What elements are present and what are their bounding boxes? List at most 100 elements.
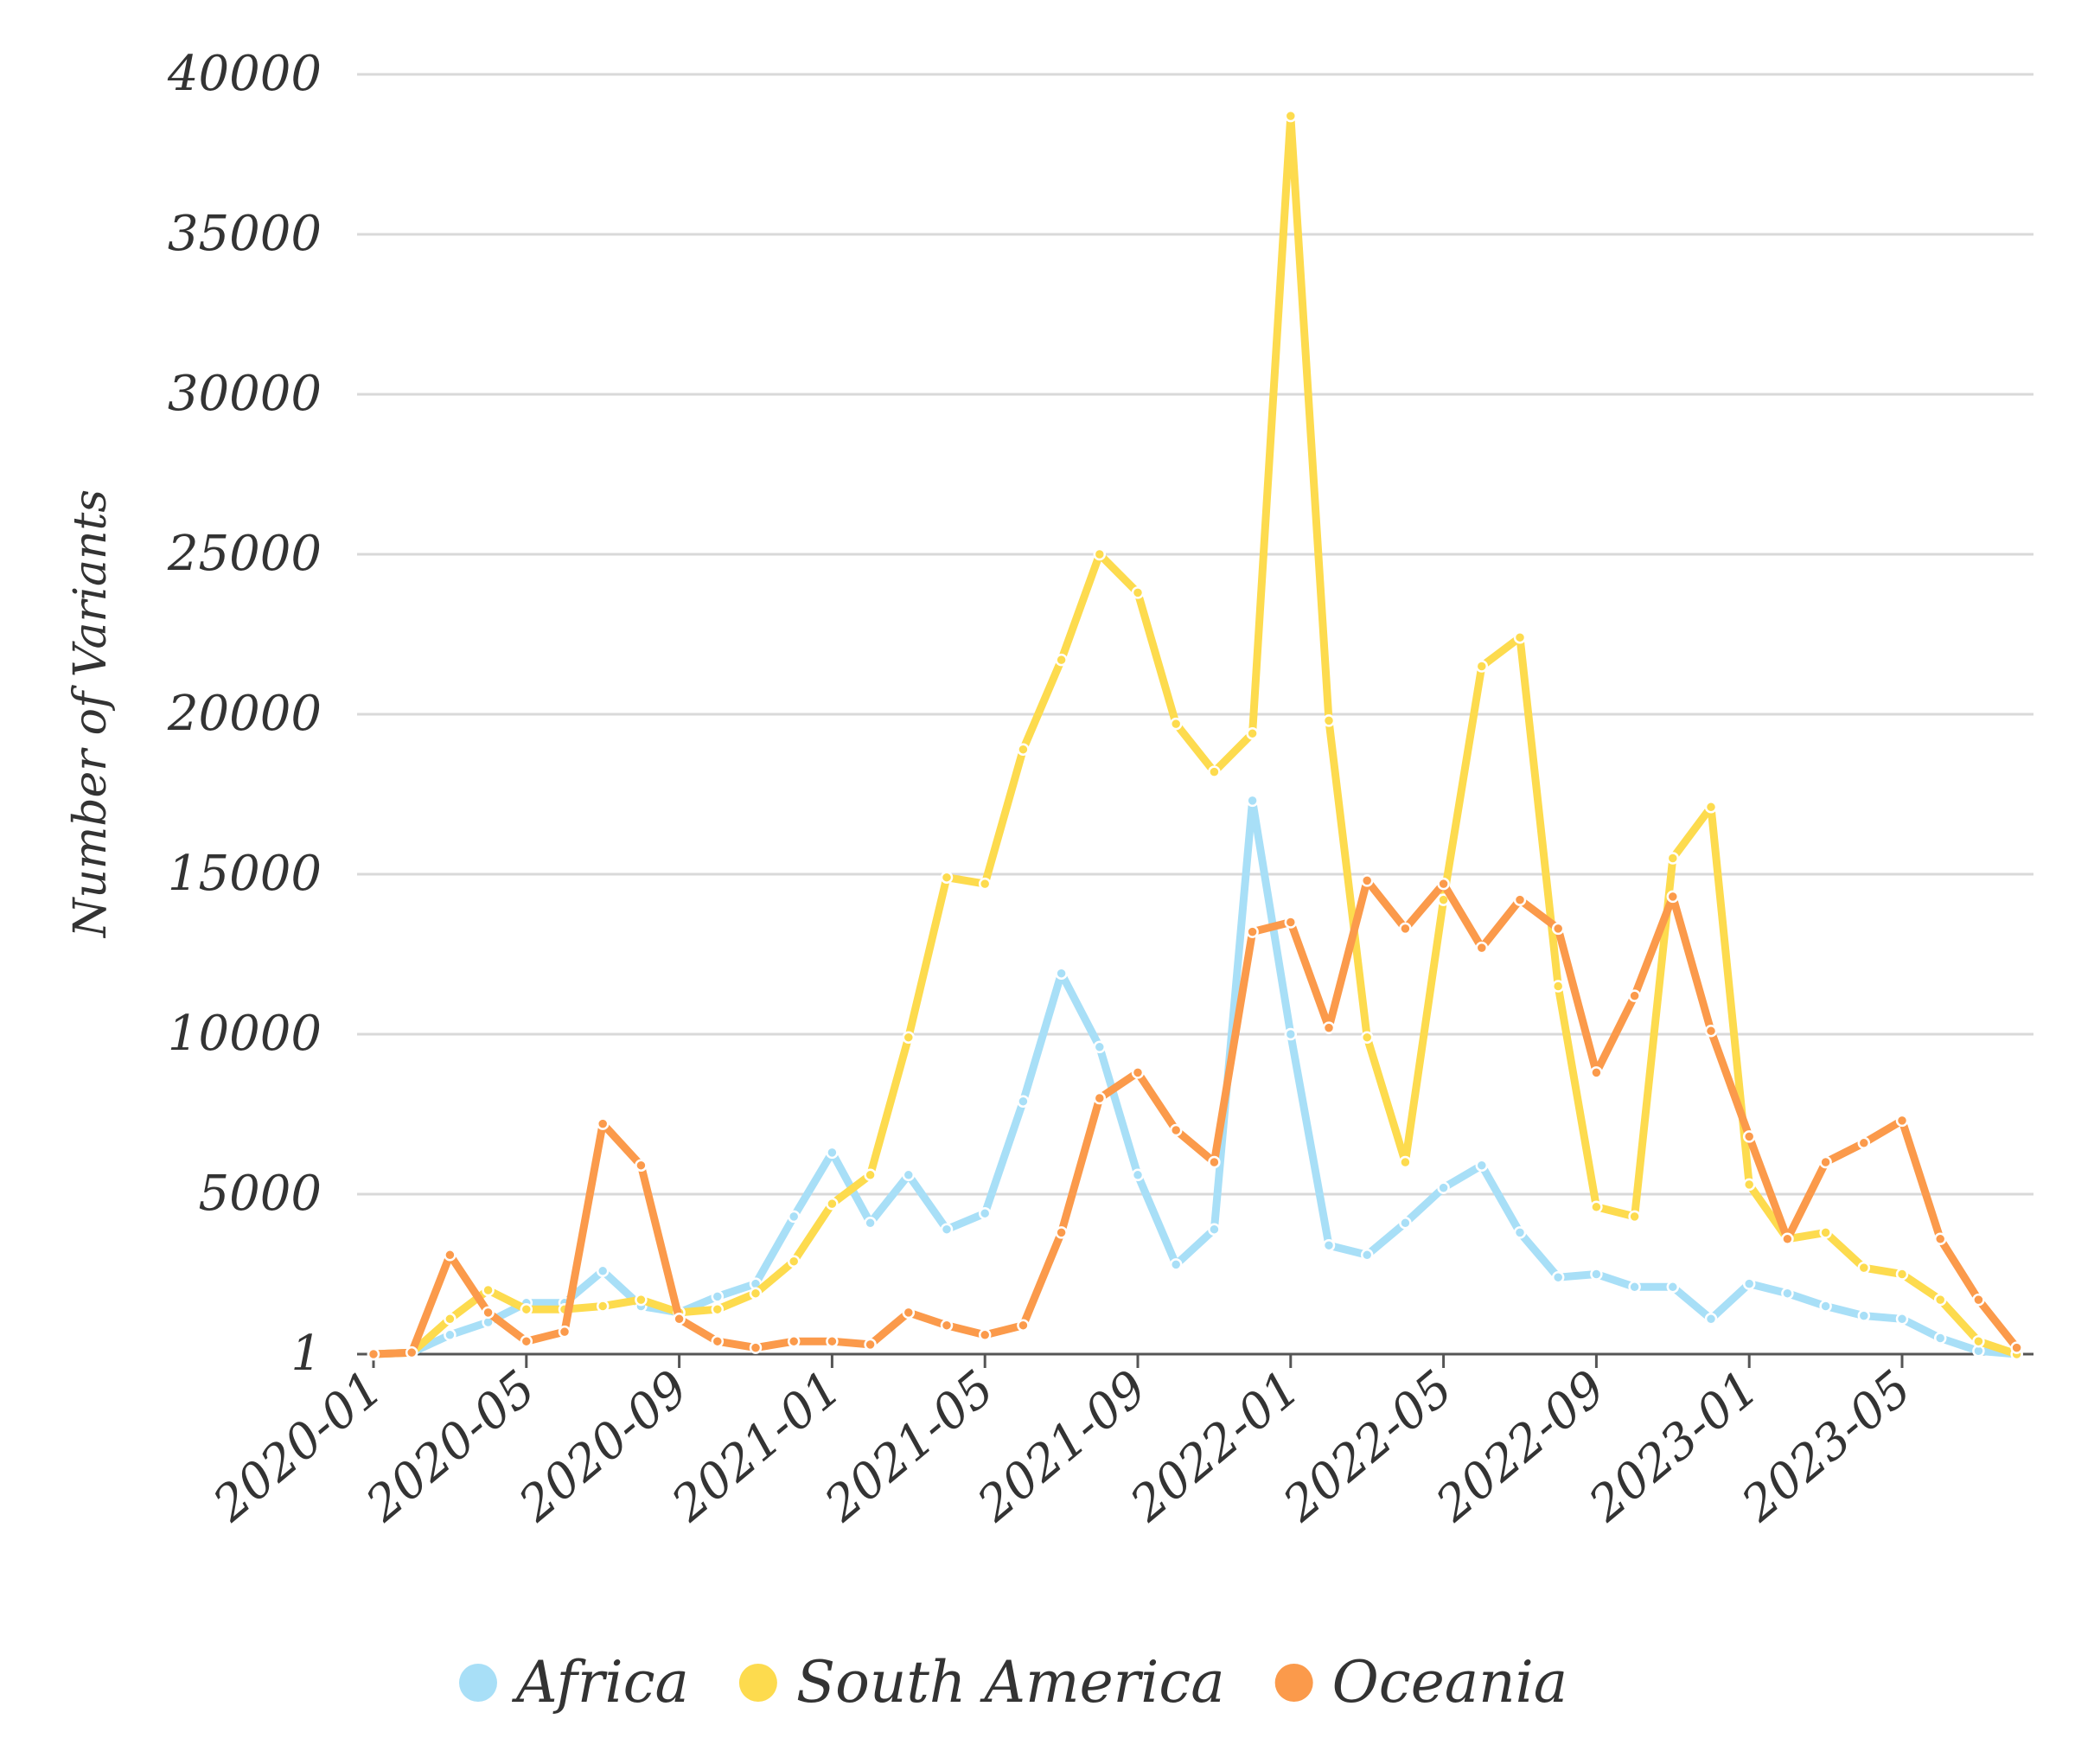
data-point [1704, 801, 1718, 814]
data-point [1131, 1168, 1145, 1182]
data-point [1628, 1210, 1641, 1224]
data-point [1169, 1258, 1183, 1271]
data-point [1360, 1249, 1374, 1262]
series-south-america [367, 109, 2023, 1361]
data-point [520, 1302, 533, 1316]
data-point [940, 1319, 954, 1332]
data-point [1055, 967, 1068, 980]
legend: Africa South America Oceania [459, 1649, 1567, 1716]
data-point [1131, 586, 1145, 599]
y-tick-label: 20000 [167, 686, 322, 742]
legend-marker [1274, 1664, 1313, 1702]
data-point [1360, 874, 1374, 887]
data-point [749, 1287, 763, 1300]
data-point [1017, 1095, 1030, 1108]
data-point [1972, 1293, 1985, 1307]
x-tick-label: 2020-05 [355, 1360, 546, 1533]
data-point [1781, 1232, 1794, 1246]
data-point [1399, 1155, 1412, 1169]
data-point [826, 1197, 839, 1211]
data-point [902, 1168, 916, 1182]
data-point [1399, 1217, 1412, 1230]
data-point [978, 1328, 992, 1342]
data-point [1169, 717, 1183, 731]
data-point [1017, 743, 1030, 756]
x-tick-label: 2020-01 [202, 1360, 393, 1533]
data-point [635, 1159, 648, 1172]
data-point [596, 1117, 610, 1130]
x-tick-label: 2022-01 [1120, 1360, 1311, 1533]
data-point [1742, 1277, 1756, 1290]
data-point [1169, 1123, 1183, 1137]
data-point [1551, 922, 1565, 936]
data-point [1055, 1226, 1068, 1239]
data-point [711, 1302, 725, 1316]
data-point [1895, 1114, 1909, 1128]
data-point [367, 1347, 380, 1361]
data-point [1819, 1226, 1832, 1239]
data-point [787, 1255, 801, 1268]
data-point [482, 1306, 495, 1320]
data-point [1933, 1332, 1947, 1345]
data-point [1284, 1027, 1298, 1041]
data-point [787, 1210, 801, 1224]
series-line [369, 876, 2021, 1358]
series-lines [367, 109, 2023, 1361]
data-point [864, 1338, 877, 1352]
data-point [444, 1328, 456, 1342]
data-point [1475, 1159, 1489, 1172]
data-point [1093, 547, 1107, 561]
y-tick-label: 10000 [168, 1006, 322, 1062]
data-point [1131, 1066, 1145, 1079]
legend-marker [738, 1664, 777, 1702]
data-point [1590, 1066, 1603, 1079]
data-point [826, 1334, 839, 1348]
data-point [1475, 660, 1489, 673]
data-point [1742, 1130, 1756, 1143]
legend-label: Oceania [1332, 1649, 1567, 1716]
x-tick-label: 2021-05 [814, 1360, 1005, 1533]
data-point [1017, 1319, 1030, 1332]
data-point [1704, 1313, 1718, 1326]
data-point [1551, 980, 1565, 993]
data-point [1590, 1200, 1603, 1214]
data-point [787, 1334, 801, 1348]
x-tick-label: 2021-09 [967, 1360, 1158, 1533]
data-point [1513, 630, 1527, 644]
data-point [826, 1146, 839, 1160]
y-tick-label: 25000 [167, 526, 322, 582]
data-point [558, 1325, 571, 1339]
axes [357, 1352, 2034, 1368]
data-point [711, 1334, 725, 1348]
y-tick-label: 15000 [168, 846, 322, 902]
x-tick-labels: 2020-012020-052020-092021-012021-052021-… [202, 1360, 1922, 1533]
data-point [1933, 1232, 1947, 1246]
legend-item: Oceania [1274, 1649, 1567, 1716]
data-point [864, 1168, 877, 1182]
y-tick-label: 40000 [167, 46, 322, 102]
data-point [1093, 1091, 1107, 1105]
data-point [1246, 726, 1259, 740]
data-point [1475, 941, 1489, 955]
data-point [1933, 1293, 1947, 1307]
data-point [1666, 890, 1680, 904]
legend-item: South America [738, 1649, 1225, 1716]
data-point [1437, 1181, 1450, 1194]
data-point [482, 1283, 495, 1297]
x-tick-label: 2023-05 [1731, 1360, 1922, 1533]
data-point [520, 1334, 533, 1348]
data-point [1399, 922, 1412, 936]
data-point [1781, 1287, 1794, 1300]
y-tick-label: 30000 [168, 366, 322, 422]
data-point [405, 1345, 418, 1359]
data-point [444, 1313, 456, 1326]
data-point [635, 1293, 648, 1307]
data-point [940, 1223, 954, 1236]
x-tick-label: 2020-09 [508, 1360, 699, 1533]
legend-item: Africa [459, 1649, 689, 1716]
y-tick-label: 35000 [168, 206, 322, 262]
y-axis-label: Number of Variants [65, 489, 117, 939]
data-point [1208, 1223, 1221, 1236]
data-point [444, 1249, 456, 1262]
